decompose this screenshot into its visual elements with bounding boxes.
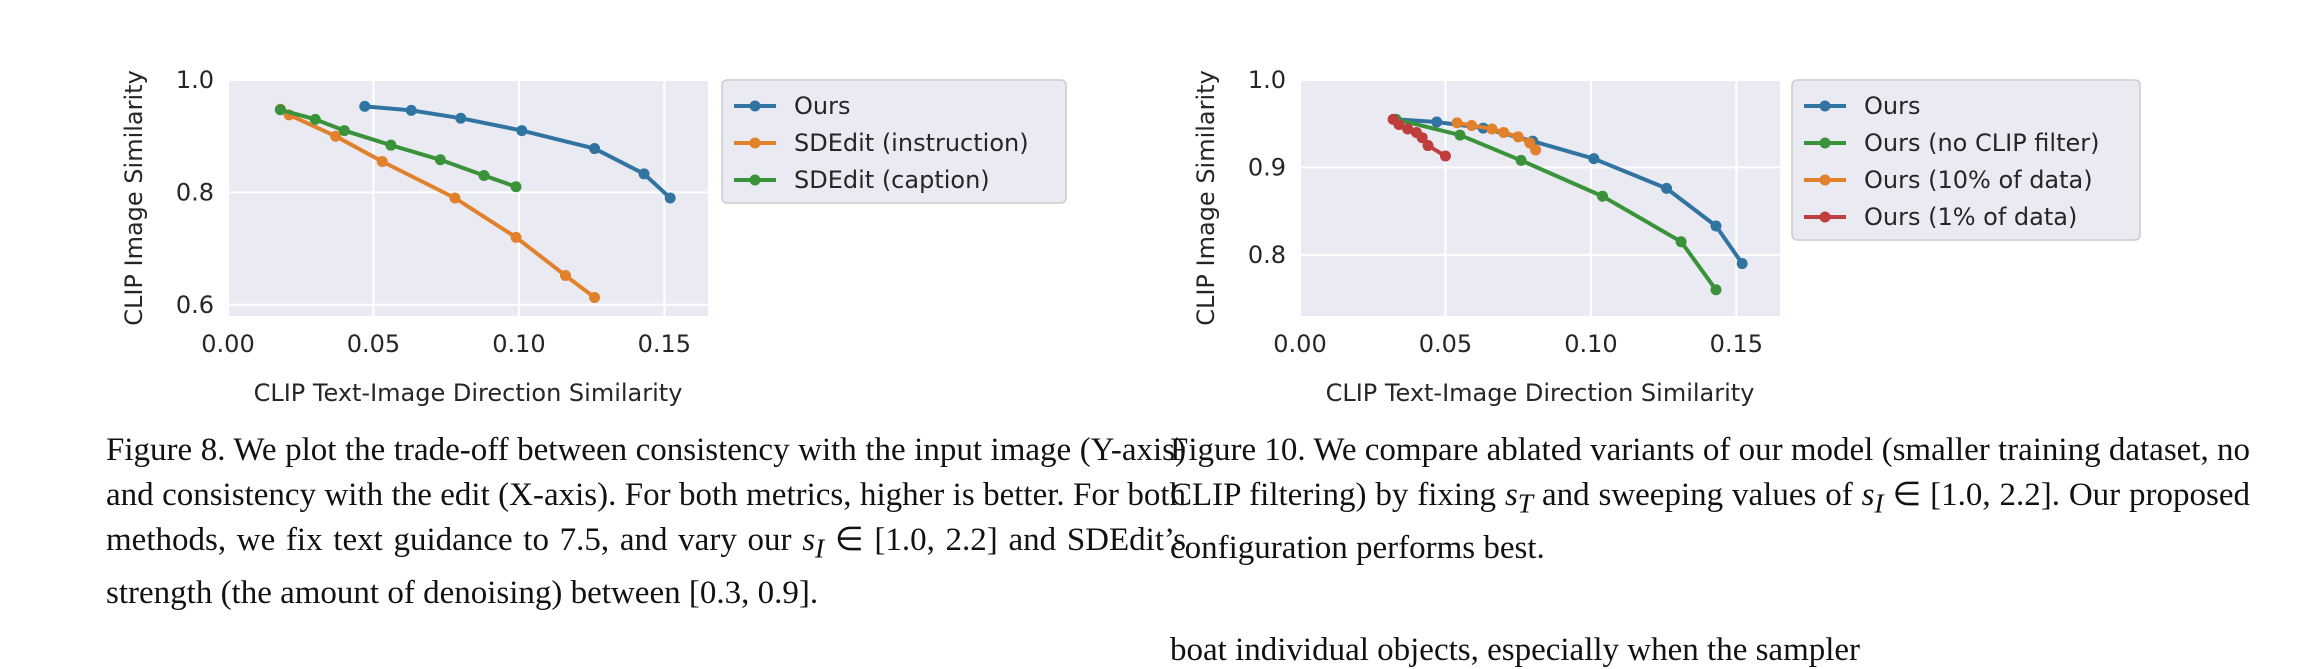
data-point: [1454, 129, 1466, 141]
legend-swatch-marker: [749, 100, 761, 112]
y-axis-label: CLIP Image Similarity: [1192, 70, 1220, 326]
data-point: [510, 231, 522, 243]
data-point: [1402, 123, 1414, 135]
caption-math-symbol: s: [1504, 477, 1518, 513]
caption-text: We plot the trade-off between consistenc…: [106, 432, 1186, 558]
legend-swatch-marker: [1819, 100, 1831, 112]
data-point: [1597, 190, 1609, 202]
data-point: [309, 113, 321, 125]
data-point: [1422, 140, 1434, 152]
series-line: [1395, 117, 1718, 291]
data-point: [1431, 116, 1443, 128]
y-tick-label: 1.0: [176, 66, 214, 94]
legend: [721, 79, 1067, 204]
data-point: [1710, 220, 1722, 232]
x-tick-label: 0.05: [1419, 330, 1472, 358]
legend-label: Ours (10% of data): [1864, 166, 2093, 194]
data-point: [1588, 153, 1600, 165]
data-point: [1530, 144, 1542, 156]
y-tick-label: 0.6: [176, 291, 214, 319]
data-point: [1661, 182, 1673, 194]
data-point: [1710, 284, 1722, 296]
data-point: [589, 143, 601, 155]
data-point: [1439, 150, 1451, 162]
caption-text: ∈ [1.0, 2.2]. Our proposed configuration…: [1170, 477, 2251, 566]
data-point: [405, 104, 417, 116]
data-point: [589, 291, 601, 303]
y-tick-label: 0.8: [176, 178, 214, 206]
data-point: [1512, 131, 1524, 143]
data-point: [330, 130, 342, 142]
data-point: [1736, 258, 1748, 270]
data-point: [1451, 117, 1463, 129]
caption-text: and sweeping values of: [1533, 477, 1862, 513]
legend-label: SDEdit (caption): [794, 166, 990, 194]
data-point: [510, 181, 522, 193]
data-point: [338, 125, 350, 137]
x-axis-label: CLIP Text-Image Direction Similarity: [254, 379, 683, 407]
data-point: [1466, 119, 1478, 131]
data-point: [1393, 119, 1405, 131]
x-axis-label: CLIP Text-Image Direction Similarity: [1326, 379, 1755, 407]
x-tick-label: 0.05: [347, 330, 400, 358]
caption-math-subscript: T: [1517, 487, 1534, 519]
y-tick-label: 1.0: [1248, 66, 1286, 94]
data-point: [434, 154, 446, 166]
legend-swatch-marker: [1819, 137, 1831, 149]
x-tick-label: 0.15: [638, 330, 691, 358]
y-tick-label: 0.8: [1248, 241, 1286, 269]
caption-math-symbol: s: [802, 522, 816, 558]
figure-8-caption: Figure 8. We plot the trade-off between …: [106, 428, 1186, 616]
legend-label: Ours: [1864, 92, 1920, 120]
x-tick-label: 0.00: [201, 330, 254, 358]
data-point: [559, 270, 571, 282]
caption-text: We compare ablated variants of our model…: [1170, 432, 2250, 513]
data-point: [516, 125, 528, 137]
legend: [1791, 79, 2141, 241]
series-line: [279, 107, 596, 300]
data-point: [1675, 236, 1687, 248]
y-tick-label: 0.9: [1248, 153, 1286, 181]
body-text-cut-off: boat individual objects, especially when…: [1170, 632, 1861, 668]
data-point: [1416, 132, 1428, 144]
legend-swatch-marker: [749, 174, 761, 186]
legend-label: Ours (no CLIP filter): [1864, 129, 2100, 157]
data-point: [638, 168, 650, 180]
x-tick-label: 0.10: [492, 330, 545, 358]
x-tick-label: 0.10: [1564, 330, 1617, 358]
caption-text: ∈ [1.0, 2.2] and SDEdit’s strength (the …: [106, 522, 1187, 611]
legend-label: Ours: [794, 92, 850, 120]
plot-area: [1300, 80, 1780, 316]
caption-math-symbol: s: [1861, 477, 1875, 513]
data-point: [449, 192, 461, 204]
data-point: [455, 112, 467, 124]
figure-10-chart: 0.00 0.05 0.10 0.15 0.8 0.9 1.0 CLIP Text-Image…: [1192, 66, 2141, 407]
data-point: [1486, 123, 1498, 135]
caption-label: Figure 8.: [106, 432, 226, 468]
legend-swatch-marker: [749, 137, 761, 149]
caption-math-subscript: I: [1874, 487, 1884, 519]
data-point: [385, 139, 397, 151]
data-point: [478, 170, 490, 182]
data-point: [664, 192, 676, 204]
data-point: [1515, 154, 1527, 166]
legend-swatch-marker: [1819, 174, 1831, 186]
figure-10-caption: Figure 10. We compare ablated variants o…: [1170, 428, 2250, 571]
data-point: [359, 100, 371, 112]
y-axis-label: CLIP Image Similarity: [120, 70, 148, 326]
data-point: [1498, 126, 1510, 138]
legend-label: Ours (1% of data): [1864, 203, 2077, 231]
legend-swatch-marker: [1819, 211, 1831, 223]
x-tick-label: 0.00: [1273, 330, 1326, 358]
caption-math-subscript: I: [815, 532, 825, 564]
figure-8-chart: 0.00 0.05 0.10 0.15 0.6 0.8 1.0 CLIP Text-Image…: [120, 66, 1067, 407]
x-tick-label: 0.15: [1710, 330, 1763, 358]
legend-label: SDEdit (instruction): [794, 129, 1029, 157]
data-point: [376, 155, 388, 167]
series-line: [1395, 117, 1744, 265]
data-point: [274, 104, 286, 116]
caption-label: Figure 10.: [1170, 432, 1306, 468]
